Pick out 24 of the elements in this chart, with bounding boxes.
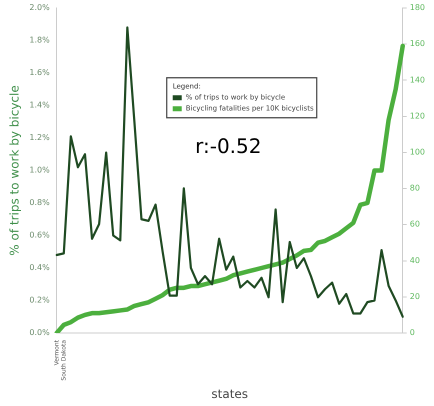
y-tick-label: 1.8%: [29, 36, 50, 45]
y2-tick-label: 0: [410, 328, 415, 338]
y2-tick-label: 60: [410, 220, 420, 229]
y-axis-title: % of trips to work by bicycle: [7, 85, 22, 256]
y2-tick-label: 80: [410, 184, 420, 193]
y-tick-label: 0.8%: [29, 198, 50, 208]
y-tick-label: 2.0%: [29, 3, 50, 12]
annotation: r:-0.52: [195, 134, 262, 158]
y2-tick-label: 140: [410, 75, 426, 84]
y2-tick-label: 40: [410, 256, 420, 265]
y-tick-label: 1.2%: [29, 133, 50, 142]
y2-tick-label: 120: [410, 111, 426, 120]
y-tick-label: 1.0%: [29, 166, 50, 175]
y2-tick-label: 160: [410, 39, 426, 48]
y-tick-label: 0.2%: [29, 296, 50, 305]
y-tick-label: 1.4%: [29, 100, 50, 110]
y-tick-label: 0.0%: [29, 328, 50, 338]
y-tick-label: 0.6%: [29, 230, 50, 240]
y2-tick-label: 100: [410, 148, 426, 157]
y2-tick-label: 180: [410, 3, 426, 12]
y-tick-label: 0.4%: [29, 263, 50, 272]
y-tick-label: 1.6%: [29, 68, 50, 78]
x-axis-title: states: [211, 386, 248, 401]
y2-tick-label: 20: [410, 292, 420, 301]
